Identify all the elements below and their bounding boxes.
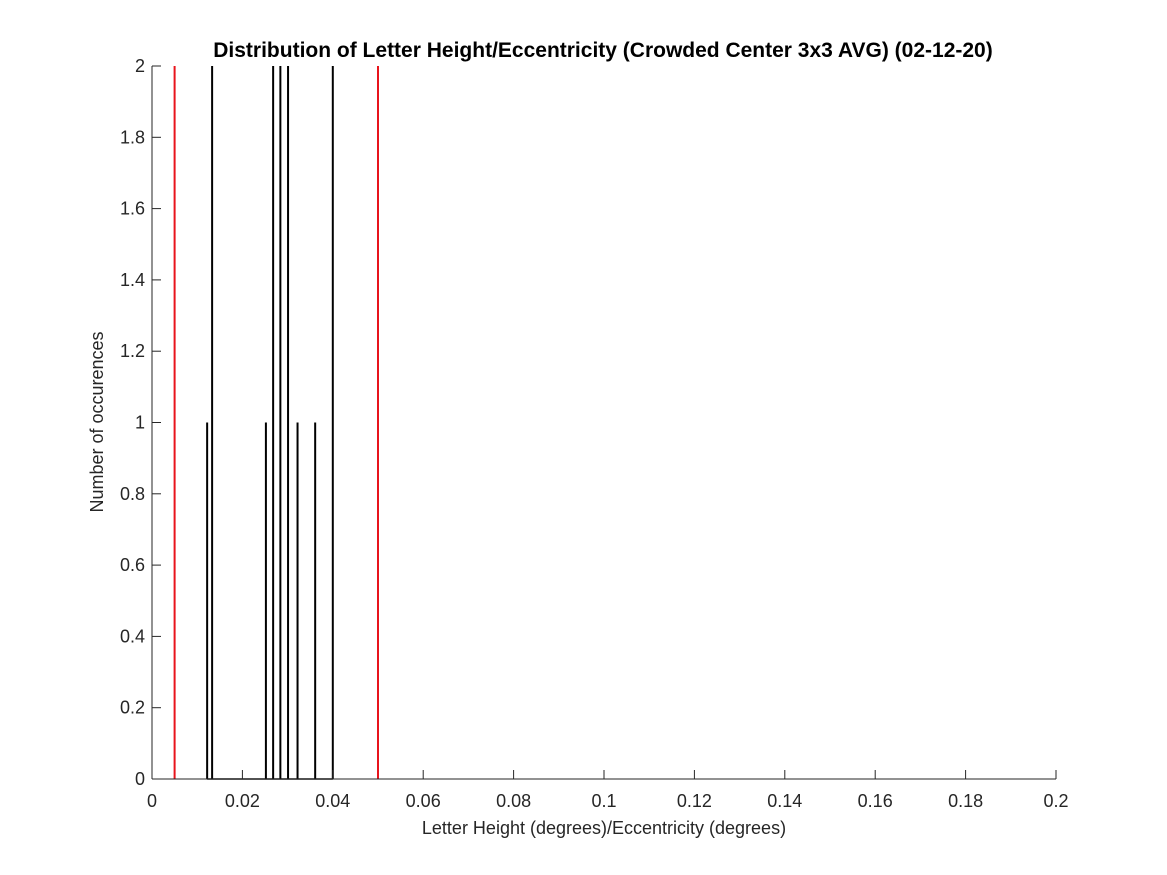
y-tick-label: 1.8 bbox=[120, 127, 145, 147]
x-tick-label: 0.04 bbox=[315, 791, 350, 811]
x-tick-label: 0.02 bbox=[225, 791, 260, 811]
x-tick-label: 0.18 bbox=[948, 791, 983, 811]
x-tick-label: 0.16 bbox=[858, 791, 893, 811]
y-tick-label: 1.6 bbox=[120, 199, 145, 219]
y-axis-label: Number of occurences bbox=[87, 331, 107, 512]
y-tick-label: 0.6 bbox=[120, 555, 145, 575]
y-tick-label: 0.2 bbox=[120, 698, 145, 718]
x-tick-label: 0.1 bbox=[591, 791, 616, 811]
plot-area bbox=[173, 66, 379, 780]
x-tick-label: 0.08 bbox=[496, 791, 531, 811]
chart-title: Distribution of Letter Height/Eccentrici… bbox=[213, 39, 992, 62]
x-tick-label: 0 bbox=[147, 791, 157, 811]
y-tick-label: 0.4 bbox=[120, 626, 145, 646]
x-tick-label: 0.06 bbox=[406, 791, 441, 811]
y-tick-label: 0 bbox=[135, 769, 145, 789]
y-tick-label: 1.4 bbox=[120, 270, 145, 290]
x-tick-label: 0.14 bbox=[767, 791, 802, 811]
x-axis-label: Letter Height (degrees)/Eccentricity (de… bbox=[422, 818, 786, 838]
x-tick-label: 0.12 bbox=[677, 791, 712, 811]
x-tick-label: 0.2 bbox=[1043, 791, 1068, 811]
y-tick-label: 1.2 bbox=[120, 341, 145, 361]
y-tick-label: 0.8 bbox=[120, 484, 145, 504]
x-axis-ticks: 0 0.02 0.04 0.06 0.08 0.1 0.12 0.14 0.16 0.18 0.2 bbox=[147, 770, 1069, 811]
y-tick-label: 1 bbox=[135, 413, 145, 433]
y-axis-ticks: 0 0.2 0.4 0.6 0.8 1 1.2 1.4 1.6 1.8 2 bbox=[120, 56, 161, 789]
y-tick-label: 2 bbox=[135, 56, 145, 76]
